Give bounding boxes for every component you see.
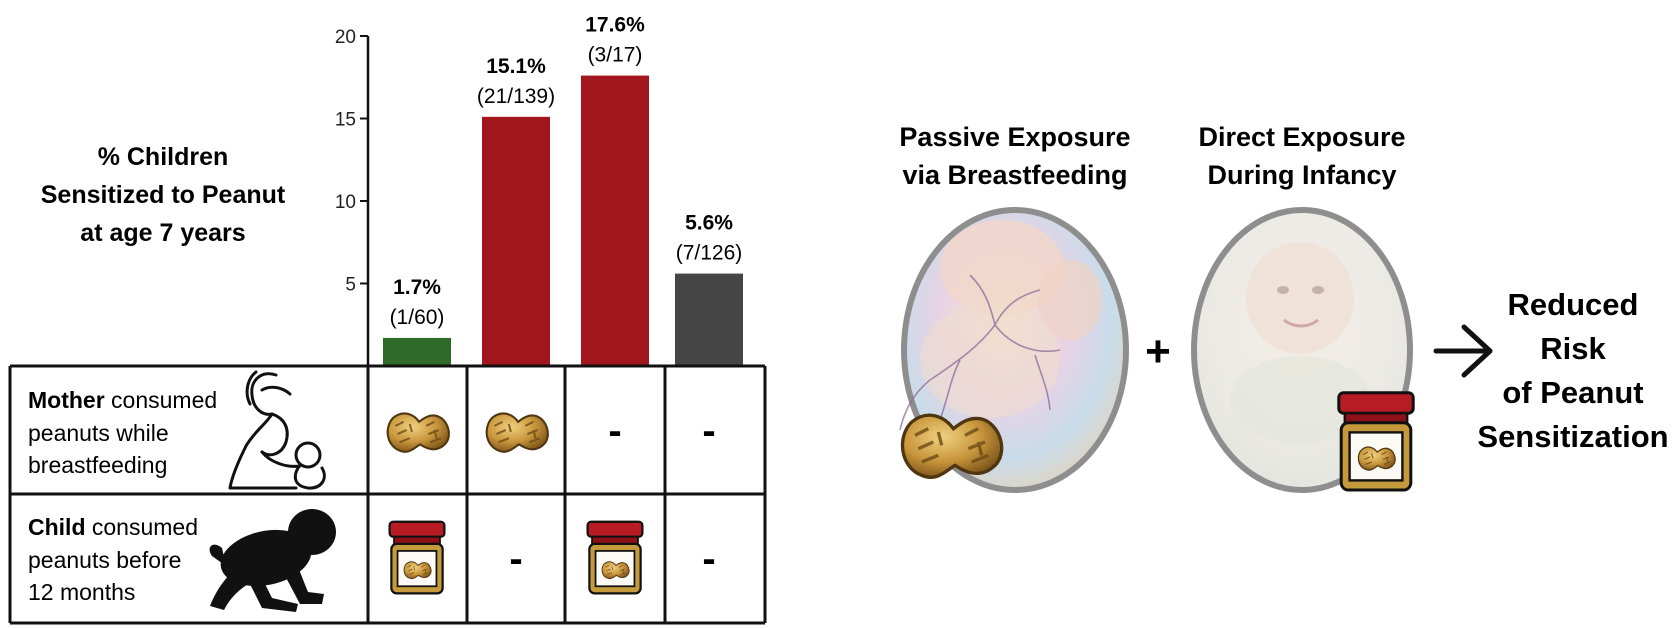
bar-value-label-3: 5.6%: [685, 212, 733, 235]
direct-exposure-title: Direct Exposure During Infancy: [1198, 122, 1405, 190]
bar-chart: 5 10 15 20 1.7% (1/60) 15.1% (21/139) 17.6% (3/17…: [335, 14, 743, 366]
bar-2: [581, 75, 649, 366]
svg-text:Sensitization: Sensitization: [1477, 419, 1668, 454]
svg-text:Sensitized to Peanut: Sensitized to Peanut: [41, 181, 286, 209]
svg-text:Direct Exposure: Direct Exposure: [1198, 122, 1405, 152]
passive-exposure-title: Passive Exposure via Breastfeeding: [899, 122, 1130, 190]
svg-text:% Children: % Children: [98, 143, 229, 171]
y-axis-title: % Children Sensitized to Peanut at age 7…: [41, 143, 286, 247]
crawling-baby-icon: [209, 509, 336, 612]
svg-text:Risk: Risk: [1540, 331, 1606, 366]
child-row-label: Child consumed peanuts before 12 months: [28, 514, 198, 605]
bar-value-label-1: 15.1%: [486, 55, 546, 78]
peanut-icon: [386, 412, 450, 453]
svg-text:Reduced: Reduced: [1508, 287, 1639, 322]
infant-eating-image: [1191, 207, 1413, 493]
bar-value-label-2: 17.6%: [585, 14, 645, 37]
svg-text:Child consumed: Child consumed: [28, 514, 198, 540]
y-tick-label-2: 15: [335, 110, 356, 131]
svg-text:+: +: [1145, 327, 1171, 376]
not-consumed-dash: -: [702, 537, 715, 581]
peanut-butter-jar-icon: [1339, 393, 1413, 490]
y-tick-label-0: 5: [345, 275, 356, 296]
peanut-butter-jar-icon: [390, 522, 445, 594]
breastfeeding-image: [899, 207, 1129, 493]
svg-text:Mother consumed: Mother consumed: [28, 387, 217, 413]
y-tick-label-1: 10: [335, 192, 356, 213]
svg-text:breastfeeding: breastfeeding: [28, 452, 167, 478]
bar-count-label-1: (21/139): [477, 85, 555, 108]
peanut-icon: [485, 412, 549, 453]
bar-0: [383, 337, 451, 366]
breastfeeding-mother-icon: [228, 370, 326, 490]
svg-text:via Breastfeeding: via Breastfeeding: [902, 160, 1127, 190]
svg-text:peanuts before: peanuts before: [28, 547, 181, 573]
bar-value-label-0: 1.7%: [393, 276, 441, 299]
svg-text:12 months: 12 months: [28, 579, 135, 605]
not-consumed-dash: -: [509, 537, 522, 581]
not-consumed-dash: -: [702, 409, 715, 453]
table-cells: - - - -: [386, 409, 716, 594]
svg-text:peanuts while: peanuts while: [28, 420, 169, 446]
bar-count-label-0: (1/60): [390, 306, 445, 329]
bar-count-label-2: (3/17): [588, 44, 643, 67]
outcome-text: Reduced Risk of Peanut Sensitization: [1477, 287, 1668, 454]
y-tick-label-3: 20: [335, 27, 356, 48]
peanut-butter-jar-icon: [588, 522, 643, 594]
svg-text:at age 7 years: at age 7 years: [80, 219, 245, 247]
svg-text:of Peanut: of Peanut: [1502, 375, 1643, 410]
peanut-icon: [900, 413, 1004, 480]
svg-text:Passive Exposure: Passive Exposure: [899, 122, 1130, 152]
not-consumed-dash: -: [608, 409, 621, 453]
result-arrow: [1433, 324, 1493, 378]
mother-row-label: Mother consumed peanuts while breastfeed…: [28, 387, 217, 478]
plus-sign: +: [1145, 327, 1171, 376]
bar-count-label-3: (7/126): [676, 242, 743, 265]
exposure-table: [8, 364, 767, 625]
bar-3: [675, 273, 743, 366]
svg-text:During Infancy: During Infancy: [1207, 160, 1396, 190]
bar-1: [482, 116, 550, 366]
